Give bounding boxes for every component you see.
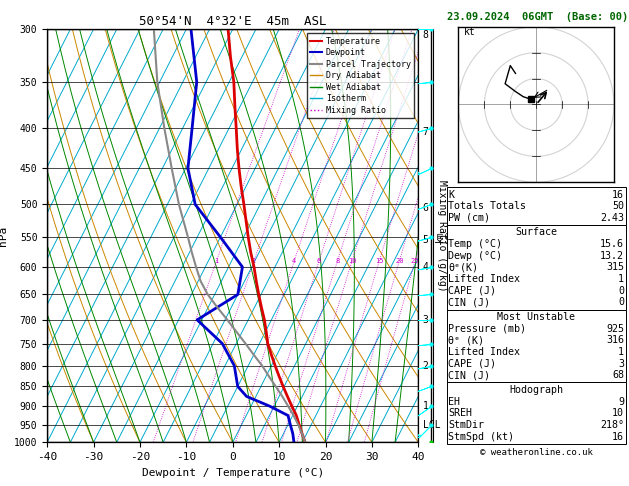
Text: 2.43: 2.43 — [600, 213, 624, 223]
Text: 3: 3 — [618, 359, 624, 369]
Text: SREH: SREH — [448, 408, 472, 418]
Text: 1: 1 — [618, 274, 624, 284]
Text: 316: 316 — [606, 335, 624, 346]
Text: Lifted Index: Lifted Index — [448, 274, 520, 284]
Text: 15: 15 — [375, 258, 384, 264]
Text: 218°: 218° — [600, 420, 624, 430]
Legend: Temperature, Dewpoint, Parcel Trajectory, Dry Adiabat, Wet Adiabat, Isotherm, Mi: Temperature, Dewpoint, Parcel Trajectory… — [306, 34, 414, 118]
Text: K: K — [448, 190, 455, 200]
Text: 5: 5 — [423, 235, 428, 245]
Text: LCL: LCL — [423, 420, 440, 431]
Text: Dewp (°C): Dewp (°C) — [448, 251, 503, 261]
Text: Totals Totals: Totals Totals — [448, 201, 526, 211]
Text: 1: 1 — [423, 401, 428, 411]
Text: EH: EH — [448, 397, 460, 407]
Text: CAPE (J): CAPE (J) — [448, 359, 496, 369]
Text: 3: 3 — [423, 315, 428, 325]
Text: 2: 2 — [423, 361, 428, 371]
Text: 7: 7 — [423, 127, 428, 137]
Text: θᵉ (K): θᵉ (K) — [448, 335, 484, 346]
Text: Temp (°C): Temp (°C) — [448, 239, 503, 249]
Text: kt: kt — [464, 27, 476, 36]
Text: StmSpd (kt): StmSpd (kt) — [448, 432, 515, 442]
Text: 925: 925 — [606, 324, 624, 334]
Text: 4: 4 — [423, 262, 428, 272]
Text: θᵉ(K): θᵉ(K) — [448, 262, 479, 273]
Text: 1: 1 — [214, 258, 218, 264]
Text: 8: 8 — [423, 30, 428, 40]
Text: Pressure (mb): Pressure (mb) — [448, 324, 526, 334]
X-axis label: Dewpoint / Temperature (°C): Dewpoint / Temperature (°C) — [142, 468, 324, 478]
Text: 16: 16 — [612, 432, 624, 442]
Text: Surface: Surface — [515, 227, 557, 238]
Text: 9: 9 — [618, 397, 624, 407]
Text: 315: 315 — [606, 262, 624, 273]
Text: 20: 20 — [395, 258, 404, 264]
Text: CAPE (J): CAPE (J) — [448, 286, 496, 296]
Text: StmDir: StmDir — [448, 420, 484, 430]
Text: Hodograph: Hodograph — [509, 385, 563, 395]
Y-axis label: hPa: hPa — [0, 226, 8, 246]
Text: CIN (J): CIN (J) — [448, 297, 491, 308]
Text: 10: 10 — [612, 408, 624, 418]
Text: 1: 1 — [618, 347, 624, 357]
Text: 8: 8 — [335, 258, 340, 264]
Text: Most Unstable: Most Unstable — [497, 312, 576, 322]
Text: 16: 16 — [612, 190, 624, 200]
Text: 0: 0 — [618, 297, 624, 308]
Text: 15.6: 15.6 — [600, 239, 624, 249]
Text: © weatheronline.co.uk: © weatheronline.co.uk — [480, 448, 593, 457]
Title: 50°54'N  4°32'E  45m  ASL: 50°54'N 4°32'E 45m ASL — [139, 15, 326, 28]
Text: 68: 68 — [612, 370, 624, 381]
Text: 10: 10 — [348, 258, 356, 264]
Text: 6: 6 — [317, 258, 321, 264]
Text: 6: 6 — [423, 203, 428, 213]
Text: 25: 25 — [411, 258, 420, 264]
Text: 4: 4 — [292, 258, 296, 264]
Y-axis label: Mixing Ratio (g/kg): Mixing Ratio (g/kg) — [437, 180, 447, 292]
Text: 23.09.2024  06GMT  (Base: 00): 23.09.2024 06GMT (Base: 00) — [447, 12, 628, 22]
Text: 0: 0 — [618, 286, 624, 296]
Text: CIN (J): CIN (J) — [448, 370, 491, 381]
Text: 2: 2 — [252, 258, 256, 264]
Text: 50: 50 — [612, 201, 624, 211]
Text: PW (cm): PW (cm) — [448, 213, 491, 223]
Y-axis label: km
ASL: km ASL — [435, 227, 457, 244]
Text: 13.2: 13.2 — [600, 251, 624, 261]
Text: Lifted Index: Lifted Index — [448, 347, 520, 357]
